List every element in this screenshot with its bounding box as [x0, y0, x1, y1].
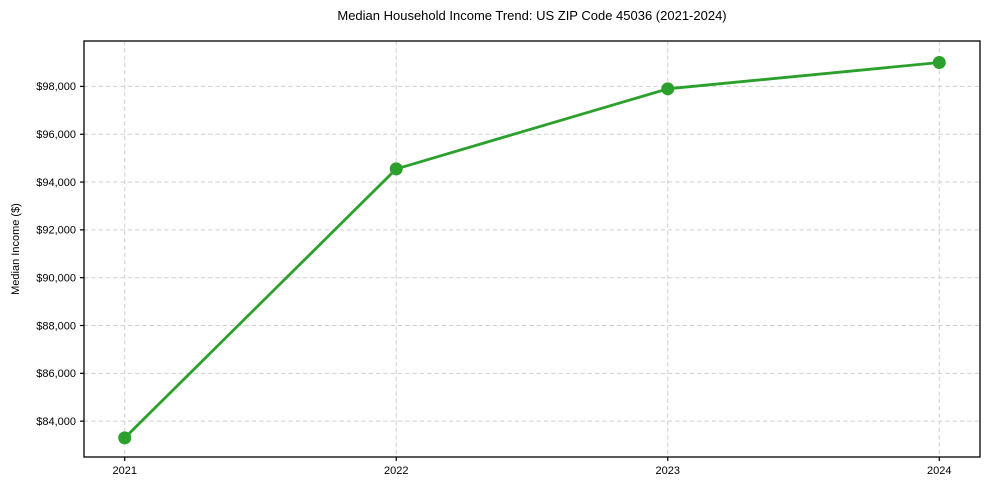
data-point-2022 [389, 162, 403, 176]
y-tick-label: $98,000 [36, 81, 76, 93]
plot-border [83, 40, 981, 458]
data-point-2024 [932, 56, 946, 70]
x-tick-label: 2021 [112, 465, 136, 477]
data-point-2021 [118, 431, 132, 445]
y-tick-label: $92,000 [36, 225, 76, 237]
series-line [123, 61, 941, 440]
y-tick-label: $88,000 [36, 320, 76, 332]
y-tick-label: $94,000 [36, 177, 76, 189]
y-tick-label: $84,000 [36, 416, 76, 428]
chart-title: Median Household Income Trend: US ZIP Co… [337, 8, 727, 23]
y-tick-label: $96,000 [36, 129, 76, 141]
y-tick-label: $86,000 [36, 368, 76, 380]
y-tick-label: $90,000 [36, 272, 76, 284]
data-point-2023 [661, 82, 675, 96]
x-tick-label: 2024 [927, 465, 951, 477]
x-tick-label: 2023 [656, 465, 680, 477]
x-tick-label: 2022 [384, 465, 408, 477]
